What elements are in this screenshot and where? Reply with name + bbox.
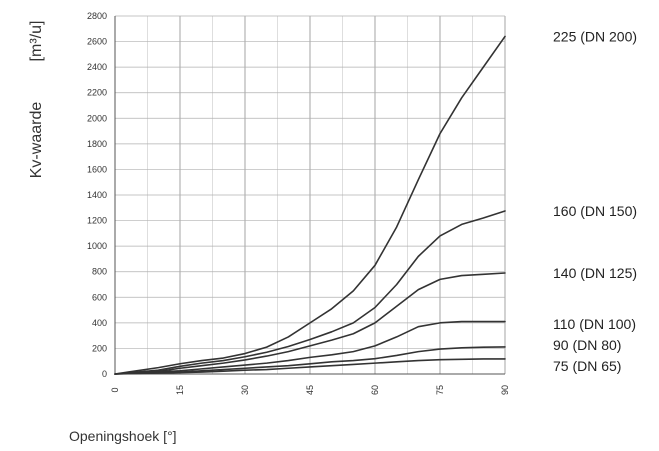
series-label: 140 (DN 125) bbox=[553, 265, 637, 281]
x-axis-label: Openingshoek [°] bbox=[69, 428, 177, 444]
y-tick-label: 200 bbox=[92, 343, 107, 353]
y-tick-label: 2600 bbox=[87, 37, 107, 47]
y-tick-label: 400 bbox=[92, 318, 107, 328]
y-tick-label: 1600 bbox=[87, 164, 107, 174]
x-tick-label: 60 bbox=[370, 385, 380, 395]
series-line bbox=[114, 320, 506, 375]
series-label: 75 (DN 65) bbox=[553, 358, 621, 374]
x-tick-label: 0 bbox=[110, 387, 120, 392]
y-tick-label: 800 bbox=[92, 267, 107, 277]
series-line bbox=[114, 272, 506, 375]
series-label: 90 (DN 80) bbox=[553, 337, 621, 353]
series-label: 160 (DN 150) bbox=[553, 203, 637, 219]
y-tick-label: 0 bbox=[102, 369, 107, 379]
y-tick-label: 1200 bbox=[87, 216, 107, 226]
axes: 0200400600800100012001400160018002000220… bbox=[87, 11, 510, 395]
y-tick-label: 2200 bbox=[87, 88, 107, 98]
x-tick-label: 75 bbox=[435, 385, 445, 395]
grid bbox=[114, 15, 506, 375]
y-axis-unit-label: [m³/u] bbox=[28, 21, 45, 62]
y-axis-label: Kv-waarde bbox=[28, 102, 45, 179]
y-tick-label: 1000 bbox=[87, 241, 107, 251]
y-tick-label: 1800 bbox=[87, 139, 107, 149]
series-label: 110 (DN 100) bbox=[553, 316, 636, 332]
x-tick-label: 30 bbox=[240, 385, 250, 395]
y-tick-label: 2400 bbox=[87, 62, 107, 72]
series-labels: 225 (DN 200) 160 (DN 150) 140 (DN 125) 110 … bbox=[553, 28, 637, 374]
y-tick-label: 1400 bbox=[87, 190, 107, 200]
x-tick-label: 45 bbox=[305, 385, 315, 395]
series-lines bbox=[114, 35, 506, 375]
series-label: 225 (DN 200) bbox=[553, 28, 637, 44]
series-line bbox=[114, 210, 506, 375]
x-tick-label: 90 bbox=[500, 385, 510, 395]
series-line bbox=[114, 358, 506, 375]
y-tick-label: 2800 bbox=[87, 11, 107, 21]
y-tick-label: 600 bbox=[92, 292, 107, 302]
x-tick-label: 15 bbox=[175, 385, 185, 395]
y-tick-label: 2000 bbox=[87, 113, 107, 123]
series-line bbox=[114, 346, 506, 375]
series-line bbox=[114, 35, 506, 375]
